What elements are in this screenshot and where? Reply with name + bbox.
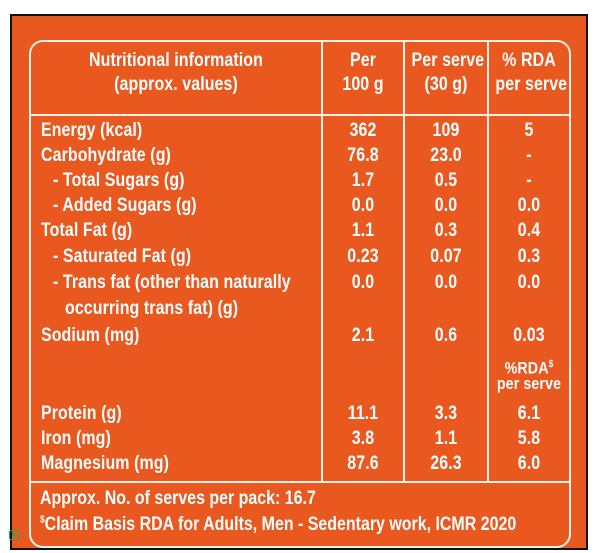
footer-serves-per-pack: Approx. No. of serves per pack: 16.7 [40,488,316,509]
column-divider-3 [487,42,489,481]
row-rda: - [526,170,532,191]
row-perserve: 26.3 [430,453,462,474]
header-col4-line1: % RDA [502,50,556,71]
footer-claim-text: Claim Basis RDA for Adults, Men - Sedent… [44,514,517,535]
header-col2-line2: 100 g [342,74,384,95]
row-perserve: 3.3 [434,403,458,424]
row-per100: 0.0 [351,272,375,293]
row-perserve: 0.0 [434,195,458,216]
row-rda: - [526,145,532,166]
nutrition-table: Nutritional information (approx. values)… [29,40,571,548]
row-rda: 5.8 [517,428,541,449]
row-per100: 0.23 [347,246,379,267]
row-rda: 5 [524,120,534,141]
row-rda: 6.0 [517,453,541,474]
row-per100: 1.7 [351,170,375,191]
header-col1-line1: Nutritional information [89,50,263,71]
row-per100: 87.6 [347,453,379,474]
header-col1-line2: (approx. values) [114,74,238,95]
row-label: Sodium (mg) [41,325,140,346]
row-per100: 2.1 [351,325,375,346]
row-per100: 362 [349,120,377,141]
row-perserve: 109 [432,120,460,141]
row-label: Protein (g) [41,403,122,424]
header-divider [31,114,569,116]
row-perserve: 0.5 [434,170,458,191]
subheader-rda-sup: $ [548,359,554,370]
row-perserve: 0.6 [434,325,458,346]
header-col4-line2: per serve [495,74,568,95]
row-label: - Added Sugars (g) [53,195,197,216]
footer-claim-basis: $Claim Basis RDA for Adults, Men - Seden… [40,514,516,536]
header-col2-line1: Per [350,50,376,71]
row-rda: 0.3 [517,246,541,267]
subheader-rda-label: %RDA$ [504,358,554,378]
subheader-per-serve: per serve [496,374,562,393]
row-perserve: 1.1 [434,428,458,449]
row-label-continued: occurring trans fat) (g) [65,298,239,319]
footer-divider [31,481,569,483]
column-divider-1 [321,42,323,481]
header-col3-line1: Per serve [411,50,485,71]
row-label: Iron (mg) [41,428,111,449]
row-rda: 0.4 [517,220,541,241]
row-label: Magnesium (mg) [41,453,169,474]
footer-claim-sup: $ [40,514,45,526]
row-label: - Saturated Fat (g) [53,246,192,267]
row-perserve: 23.0 [430,145,462,166]
row-rda: 6.1 [517,403,541,424]
nutrition-label-panel: Nutritional information (approx. values)… [10,14,588,550]
row-perserve: 0.0 [434,272,458,293]
row-label: - Total Sugars (g) [53,170,185,191]
row-rda: 0.0 [517,195,541,216]
row-label: Carbohydrate (g) [41,145,171,166]
row-per100: 1.1 [351,220,375,241]
row-per100: 3.8 [351,428,375,449]
column-divider-2 [403,42,405,481]
row-perserve: 0.07 [430,246,462,267]
row-label: Total Fat (g) [41,220,133,241]
row-label: Energy (kcal) [41,120,143,141]
row-per100: 0.0 [351,195,375,216]
row-perserve: 0.3 [434,220,458,241]
row-label: - Trans fat (other than naturally [53,272,291,293]
row-rda: 0.03 [513,325,545,346]
header-col3-line2: (30 g) [424,74,468,95]
corner-square-icon [9,530,19,540]
row-per100: 76.8 [347,145,379,166]
row-rda: 0.0 [517,272,541,293]
row-per100: 11.1 [347,403,379,424]
